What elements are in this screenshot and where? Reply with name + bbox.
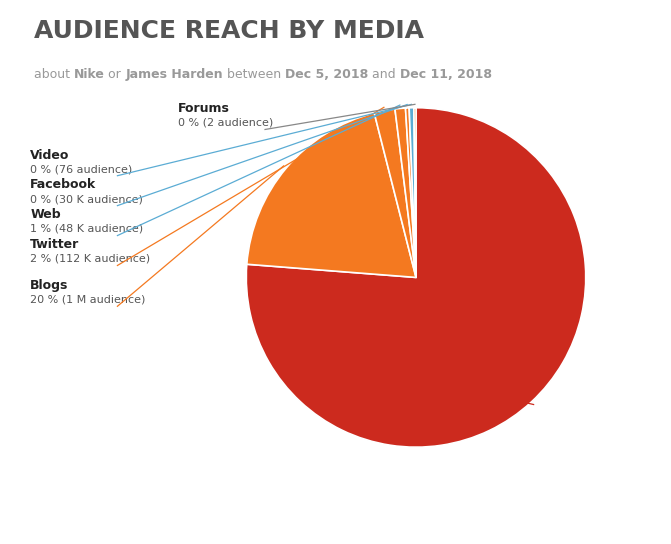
Text: Video: Video [30,149,70,162]
Text: about: about [34,68,74,81]
Text: between: between [223,68,285,81]
Text: Facebook: Facebook [30,178,97,191]
Text: 0 % (2 audience): 0 % (2 audience) [178,118,273,128]
Wedge shape [247,113,416,277]
Text: Twitter: Twitter [30,238,79,251]
Wedge shape [395,108,416,277]
Text: and: and [368,68,400,81]
Wedge shape [409,108,416,277]
Text: Forums: Forums [178,102,229,115]
Text: Dec 11, 2018: Dec 11, 2018 [400,68,492,81]
Text: Web: Web [30,208,61,221]
Text: 0 % (76 audience): 0 % (76 audience) [30,164,132,174]
Text: James Harden: James Harden [125,68,223,81]
Text: News: News [399,344,437,357]
Text: 1 % (48 K audience): 1 % (48 K audience) [30,224,144,234]
Wedge shape [414,108,416,277]
Text: 20 % (1 M audience): 20 % (1 M audience) [30,295,146,305]
Text: AUDIENCE REACH BY MEDIA: AUDIENCE REACH BY MEDIA [34,19,423,43]
Wedge shape [405,108,416,277]
Text: Nike: Nike [74,68,105,81]
Text: Dec 5, 2018: Dec 5, 2018 [285,68,368,81]
Text: 77 % (5 M audience): 77 % (5 M audience) [399,360,515,370]
Text: Blogs: Blogs [30,279,68,292]
Text: 0 % (30 K audience): 0 % (30 K audience) [30,194,143,204]
Text: 2 % (112 K audience): 2 % (112 K audience) [30,254,150,264]
Wedge shape [374,109,416,277]
Wedge shape [246,108,586,447]
Text: or: or [105,68,125,81]
